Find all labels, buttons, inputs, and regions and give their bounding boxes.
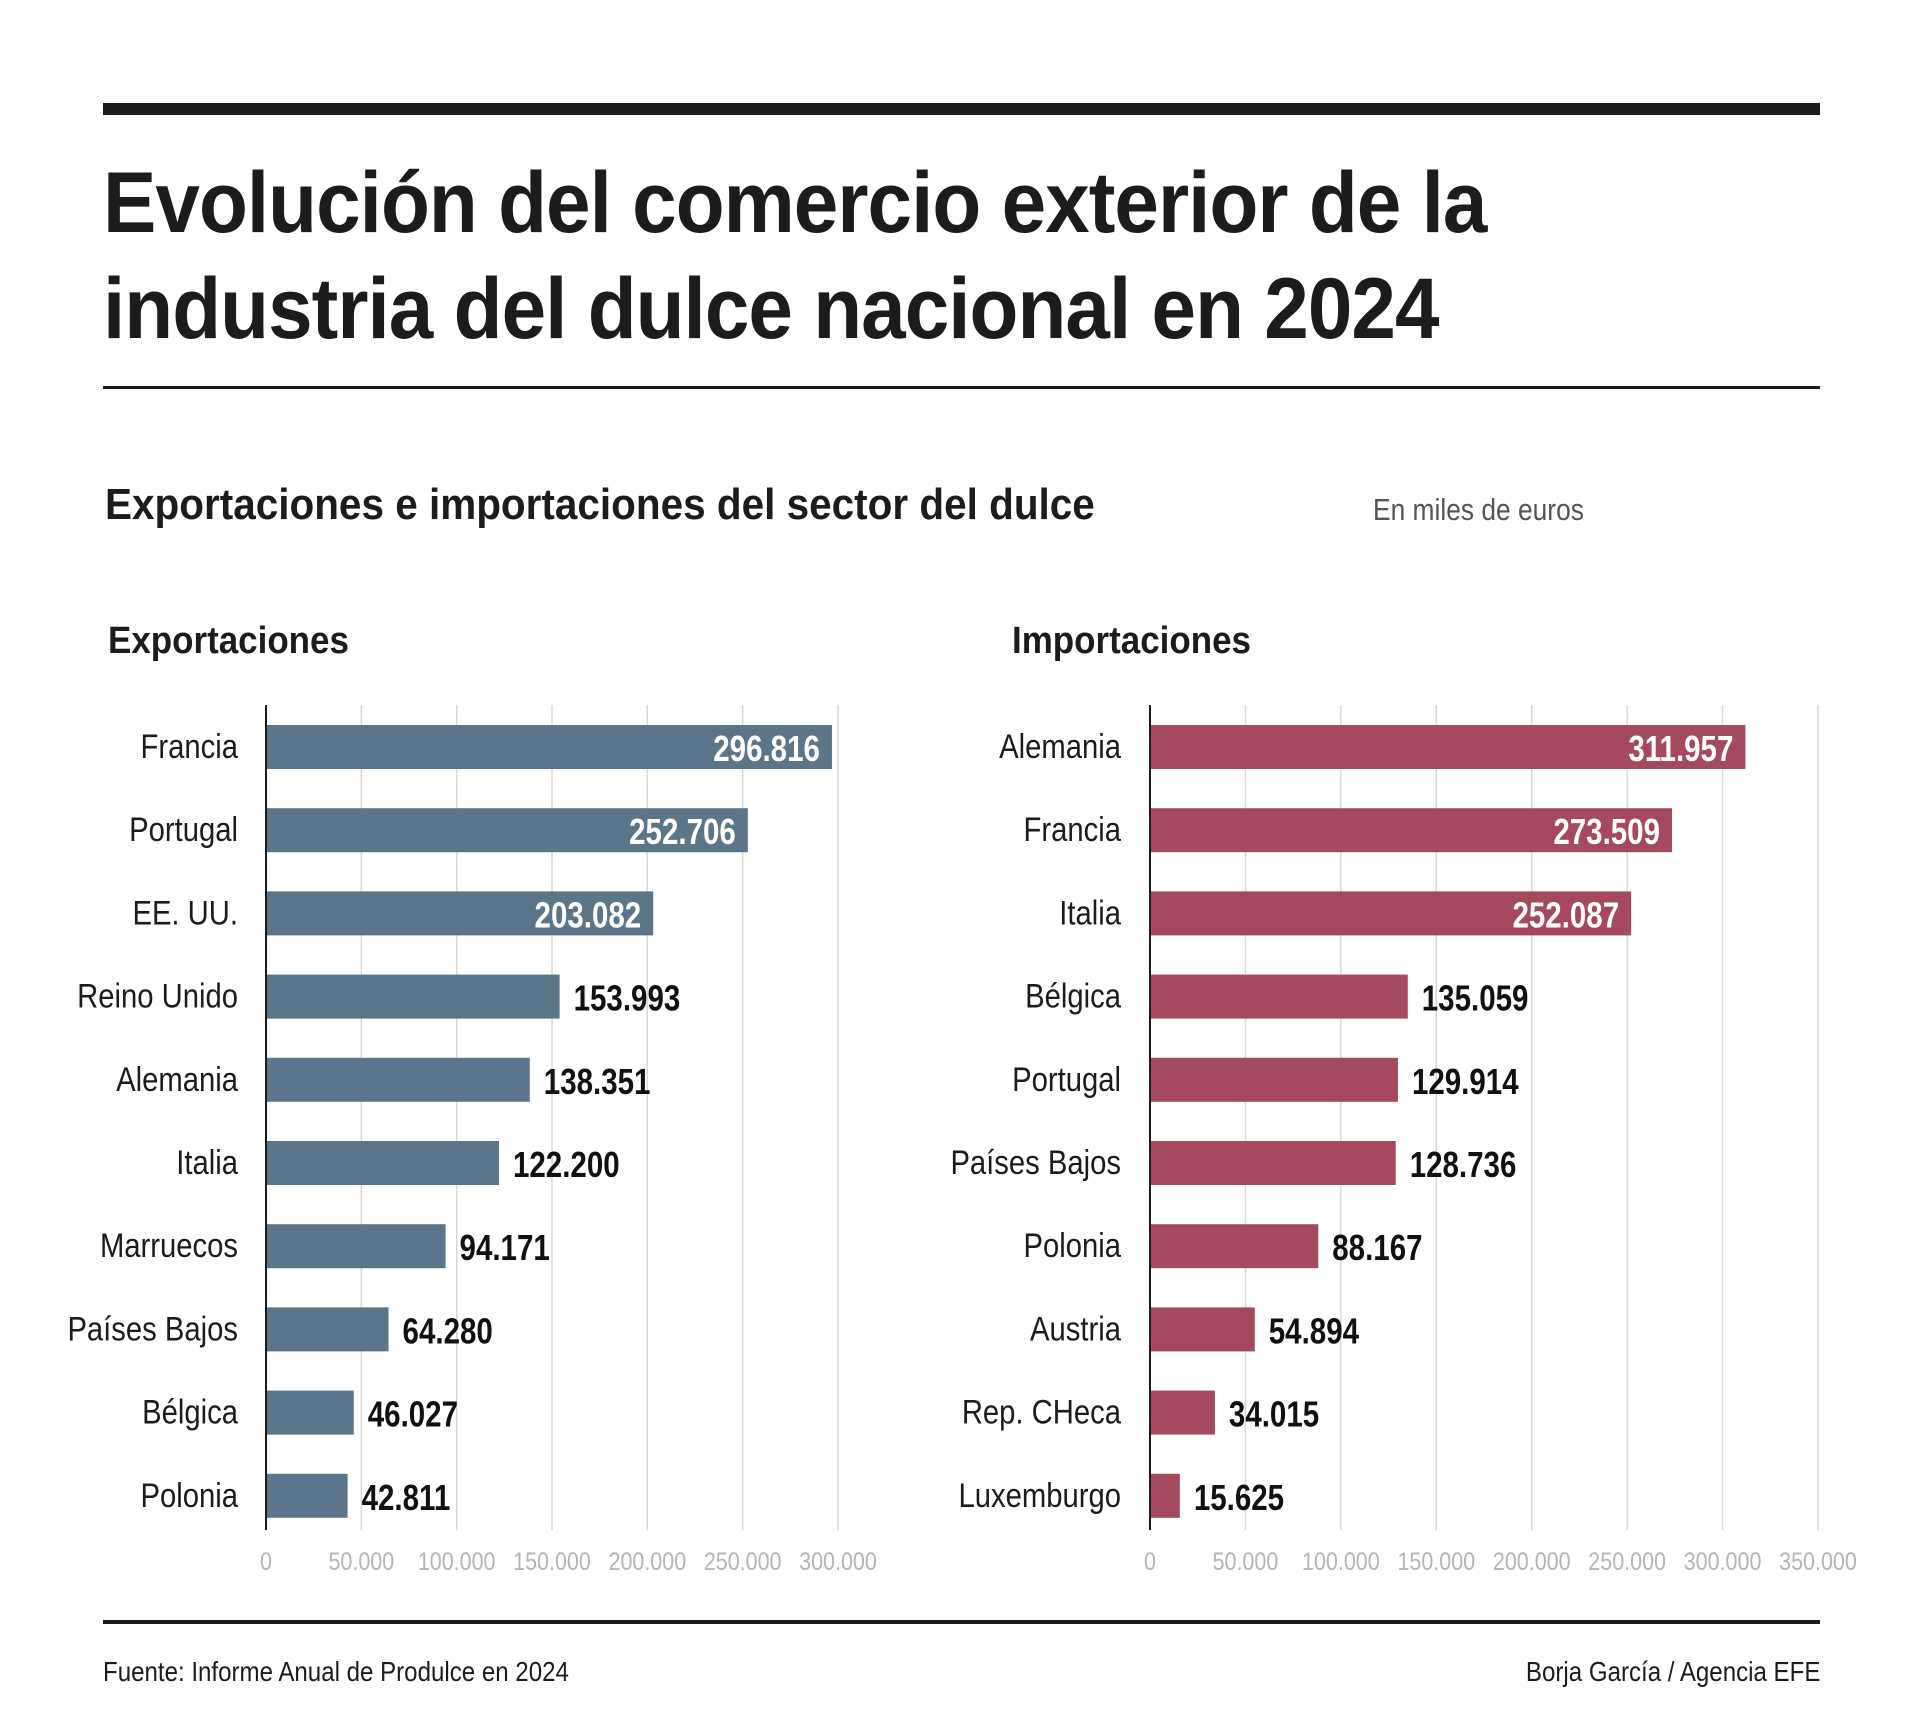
page-title: Evolución del comercio exterior de la in…: [103, 155, 1487, 357]
imports-bar: [1150, 1473, 1180, 1518]
exports-value-label: 252.706: [629, 811, 736, 851]
imports-tick-label: 150.000: [1397, 1547, 1475, 1575]
exports-tick-label: 300.000: [799, 1547, 877, 1575]
source-note: Fuente: Informe Anual de Produlce en 202…: [103, 1656, 569, 1687]
imports-tick-label: 350.000: [1779, 1547, 1857, 1575]
exports-bar: [266, 1307, 389, 1352]
imports-category-label: Bélgica: [1025, 977, 1121, 1016]
exports-bar: [266, 1390, 354, 1435]
chart-subtitle-block: Exportaciones e importaciones del sector…: [105, 480, 1584, 530]
exports-value-label: 203.082: [535, 895, 642, 935]
imports-bar: [1150, 1057, 1398, 1102]
exports-bar: [266, 1057, 530, 1102]
exports-tick-label: 200.000: [609, 1547, 687, 1575]
imports-category-label: Rep. CHeca: [962, 1393, 1122, 1432]
imports-bar: [1150, 1307, 1255, 1352]
footer-rule: [103, 1620, 1820, 1624]
imports-bar: [1150, 808, 1673, 853]
exports-value-label: 64.280: [403, 1311, 493, 1351]
imports-bar: [1150, 974, 1408, 1019]
imports-value-label: 129.914: [1412, 1061, 1519, 1101]
exports-category-label: Polonia: [141, 1476, 239, 1515]
imports-category-label: Polonia: [1024, 1226, 1122, 1265]
credit-note: Borja García / Agencia EFE: [1525, 1656, 1820, 1687]
exports-bar: [266, 891, 654, 936]
imports-value-label: 54.894: [1269, 1311, 1360, 1351]
imports-bar: [1150, 1390, 1215, 1435]
imports-category-label: Portugal: [1012, 1060, 1121, 1099]
imports-category-label: Luxemburgo: [959, 1476, 1121, 1515]
chart-subtitle: Exportaciones e importaciones del sector…: [105, 480, 1095, 529]
imports-category-label: Francia: [1024, 810, 1122, 849]
exports-category-label: Francia: [141, 727, 239, 766]
exports-bar: [266, 1473, 348, 1518]
exports-category-label: Italia: [176, 1143, 238, 1182]
imports-value-label: 128.736: [1410, 1144, 1517, 1184]
imports-bar: [1150, 1141, 1396, 1185]
exports-category-label: Marruecos: [100, 1226, 238, 1265]
imports-value-label: 252.087: [1512, 895, 1619, 935]
unit-note: En miles de euros: [1373, 492, 1584, 527]
imports-bar: [1150, 891, 1632, 936]
exports-bar: [266, 1224, 446, 1269]
imports-tick-label: 100.000: [1302, 1547, 1380, 1575]
imports-category-label: Alemania: [999, 727, 1121, 766]
exports-value-label: 46.027: [368, 1394, 458, 1434]
imports-value-label: 34.015: [1229, 1394, 1319, 1434]
exports-category-label: Países Bajos: [67, 1309, 238, 1348]
imports-value-label: 15.625: [1194, 1477, 1284, 1517]
exports-value-label: 138.351: [544, 1061, 651, 1101]
title-divider: [103, 386, 1820, 389]
exports-bar: [266, 808, 748, 853]
exports-tick-label: 100.000: [418, 1547, 496, 1575]
exports-category-label: Portugal: [129, 810, 238, 849]
imports-panel-title: Importaciones: [1012, 620, 1251, 662]
imports-category-label: Italia: [1059, 893, 1121, 932]
exports-bar: [266, 1141, 499, 1185]
imports-category-label: Países Bajos: [950, 1143, 1121, 1182]
imports-bar: [1150, 725, 1746, 769]
exports-value-label: 153.993: [574, 978, 681, 1018]
exports-bar: [266, 725, 832, 769]
imports-value-label: 273.509: [1553, 811, 1660, 851]
exports-tick-label: 0: [260, 1547, 272, 1575]
exports-chart: 0 50.000 100.000 150.000 200.000 250.000 300.0…: [67, 705, 877, 1575]
exports-bar: [266, 974, 560, 1019]
imports-value-label: 88.167: [1332, 1227, 1422, 1267]
exports-tick-label: 150.000: [513, 1547, 591, 1575]
exports-tick-label: 50.000: [328, 1547, 394, 1575]
imports-tick-label: 200.000: [1493, 1547, 1571, 1575]
exports-category-label: Reino Unido: [77, 977, 238, 1016]
top-rule: [103, 103, 1820, 115]
imports-tick-label: 250.000: [1588, 1547, 1666, 1575]
exports-tick-label: 250.000: [704, 1547, 782, 1575]
imports-chart: 0 50.000 100.000 150.000 200.000 250.000 300.0…: [950, 705, 1857, 1575]
imports-value-label: 311.957: [1628, 728, 1733, 768]
exports-value-label: 42.811: [362, 1477, 451, 1517]
imports-category-label: Austria: [1030, 1309, 1121, 1348]
imports-value-label: 135.059: [1422, 978, 1529, 1018]
exports-value-label: 296.816: [713, 728, 820, 768]
imports-tick-label: 300.000: [1684, 1547, 1762, 1575]
imports-bar: [1150, 1224, 1319, 1269]
imports-tick-label: 0: [1144, 1547, 1156, 1575]
exports-category-label: EE. UU.: [132, 893, 238, 932]
exports-category-label: Bélgica: [142, 1393, 238, 1432]
exports-panel-title: Exportaciones: [108, 620, 349, 662]
exports-value-label: 122.200: [513, 1144, 620, 1184]
exports-category-label: Alemania: [116, 1060, 238, 1099]
exports-value-label: 94.171: [460, 1227, 550, 1267]
imports-tick-label: 50.000: [1213, 1547, 1279, 1575]
